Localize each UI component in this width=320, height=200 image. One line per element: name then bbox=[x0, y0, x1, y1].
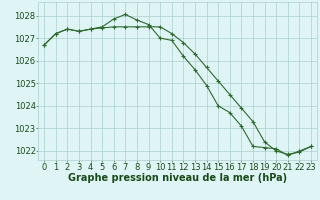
X-axis label: Graphe pression niveau de la mer (hPa): Graphe pression niveau de la mer (hPa) bbox=[68, 173, 287, 183]
